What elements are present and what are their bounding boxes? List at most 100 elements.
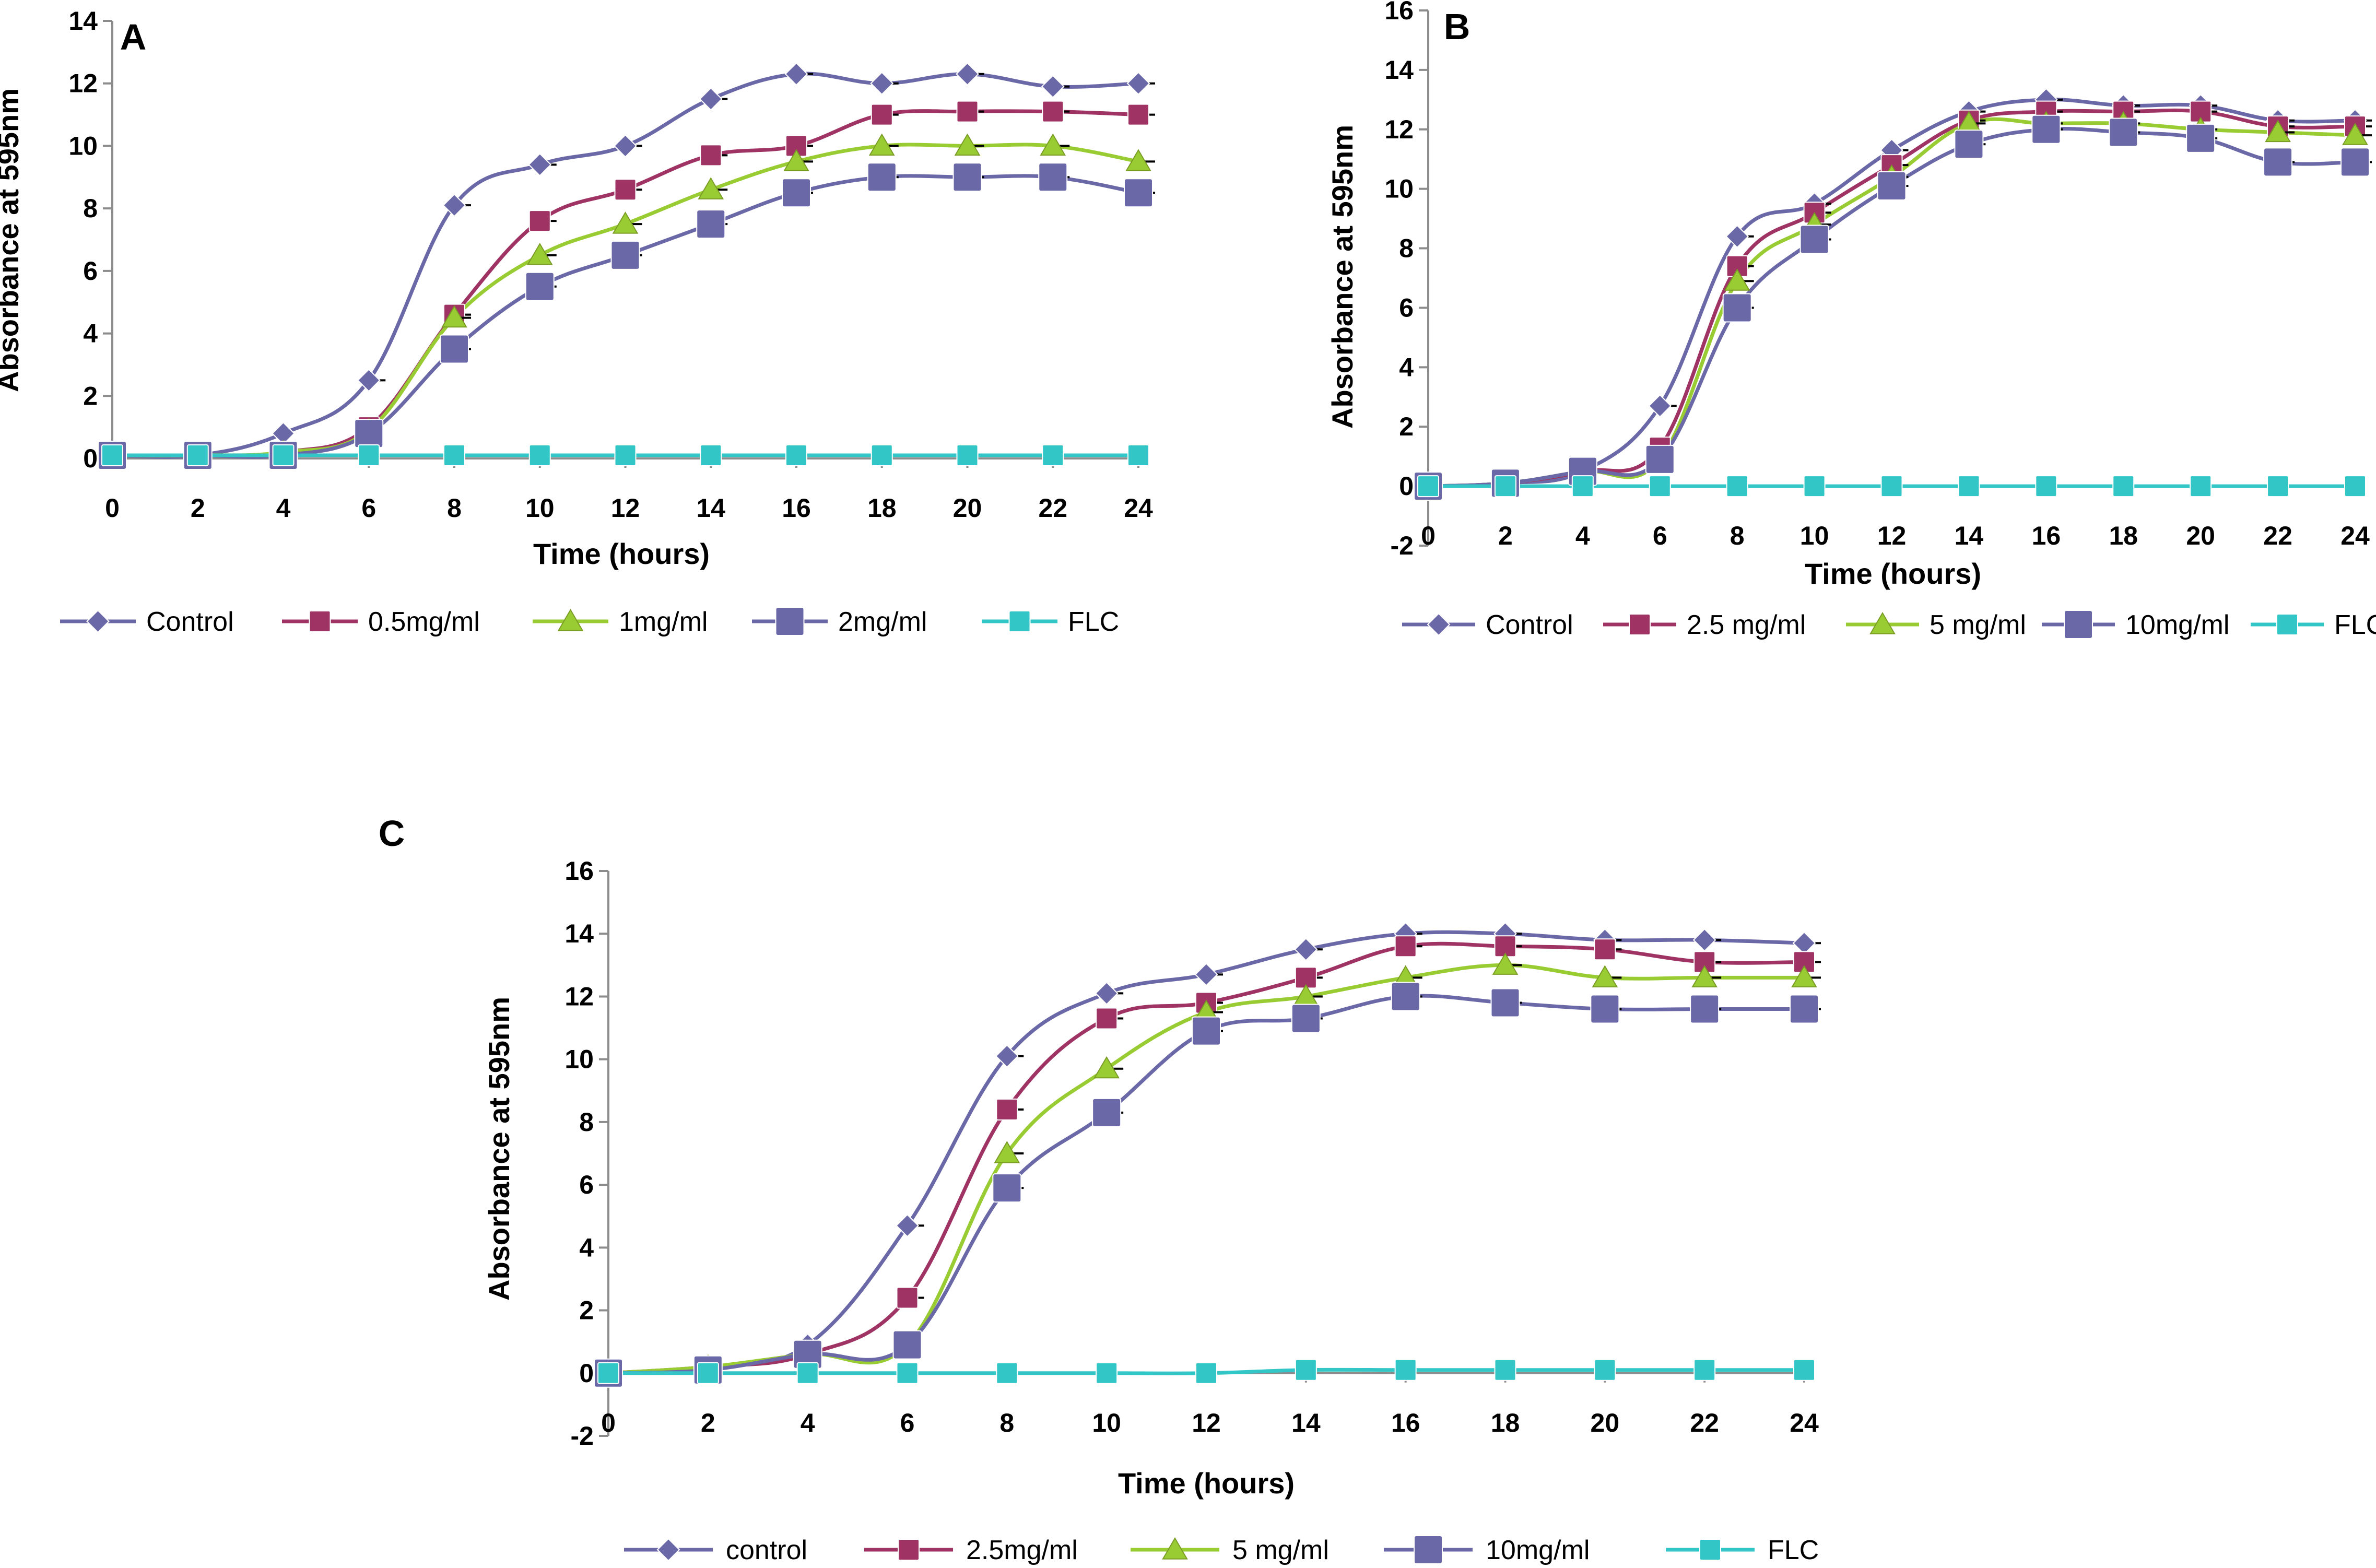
data-point [101,444,123,467]
data-point [1192,1016,1221,1046]
legend-marker [775,607,805,636]
data-point [996,1362,1018,1384]
legend-label: 10mg/ml [2125,610,2229,640]
data-point [1571,475,1594,498]
data-point [2267,475,2289,498]
legend-marker [1414,1535,1443,1564]
legend-marker [656,1538,680,1562]
data-point [994,1141,1020,1163]
x-tick-label: 2 [191,493,205,523]
data-point [892,1330,922,1360]
legend-item: Control [60,607,234,637]
data-point [610,240,640,270]
legend-item: control [624,1535,807,1565]
data-point [1494,475,1516,498]
legend-marker [86,609,110,633]
y-tick-label: 4 [579,1233,594,1262]
data-point [358,444,380,467]
legend-label: 2mg/ml [838,607,927,637]
data-point [1880,475,1903,498]
data-point [700,444,722,467]
x-tick-label: 12 [1877,521,1907,550]
x-tick-label: 24 [1790,1408,1819,1437]
y-tick-label: 0 [1399,471,1414,501]
legend-item: 5 mg/ml [1846,610,2026,640]
panel-letter: A [120,17,147,57]
data-point [1803,475,1826,498]
y-tick-label: 16 [564,856,594,886]
x-tick-label: 20 [1591,1408,1620,1437]
data-point [870,72,894,96]
legend-marker [1162,1537,1188,1560]
y-tick-label: 6 [83,256,98,286]
x-tick-label: 10 [525,493,555,523]
data-point [783,149,809,171]
data-point [2186,123,2216,153]
x-tick-label: 18 [2109,521,2138,550]
y-tick-label: 14 [68,6,98,36]
x-tick-label: 4 [801,1408,815,1437]
data-point [1793,1359,1815,1381]
legend-marker [2276,614,2298,635]
data-point [1790,994,1819,1024]
y-tick-label: 14 [1384,55,1414,85]
data-point [1391,982,1420,1011]
x-tick-label: 10 [1800,521,1829,550]
data-point [956,100,979,123]
x-tick-label: 14 [1955,521,1984,550]
data-point [1592,965,1618,987]
data-point [1792,931,1816,955]
y-tick-label: 4 [1399,352,1414,382]
data-point [1791,965,1817,987]
data-point [1124,178,1153,208]
data-point [1693,1359,1716,1381]
data-point [1594,1359,1616,1381]
data-point [1195,1362,1217,1384]
data-point [526,242,553,265]
data-point [1092,1098,1122,1127]
data-point [871,103,893,126]
data-point [896,1362,919,1384]
data-point [614,444,637,467]
x-axis-title: Time (hours) [1118,1467,1295,1500]
data-point [528,210,551,232]
data-point [956,62,979,86]
data-point [1096,1007,1118,1030]
x-tick-label: 8 [999,1408,1014,1437]
x-tick-label: 10 [1092,1408,1121,1437]
data-point [784,62,808,86]
data-point [2035,475,2057,498]
x-tick-label: 14 [696,493,725,523]
legend-marker [1699,1539,1721,1561]
data-point [1040,133,1066,156]
x-tick-label: 0 [1421,521,1436,550]
y-tick-label: -2 [1391,531,1414,560]
data-point [871,444,893,467]
data-point [1042,100,1064,123]
data-point [2109,117,2138,147]
legend-marker [898,1539,920,1561]
data-point [614,179,637,201]
legend-marker [1869,612,1896,634]
data-point [1294,937,1318,961]
x-tick-label: 8 [447,493,462,523]
data-point [1645,444,1675,474]
data-point [354,419,384,449]
data-point [525,272,555,301]
data-point [995,1044,1019,1068]
legend-label: Control [146,607,234,637]
y-axis-title: Absorbance at 595nm [1326,125,1359,429]
data-point [614,134,637,158]
x-tick-label: 24 [2340,521,2370,550]
legend-item: 2.5mg/ml [864,1535,1078,1565]
x-tick-label: 22 [2263,521,2292,550]
y-tick-label: 10 [68,131,98,160]
panel-letter: C [379,813,405,854]
data-point [441,305,467,328]
x-axis-title: Time (hours) [533,537,710,570]
x-tick-label: 18 [1491,1408,1520,1437]
x-tick-label: 18 [867,493,897,523]
legend-item: FLC [2251,610,2376,640]
